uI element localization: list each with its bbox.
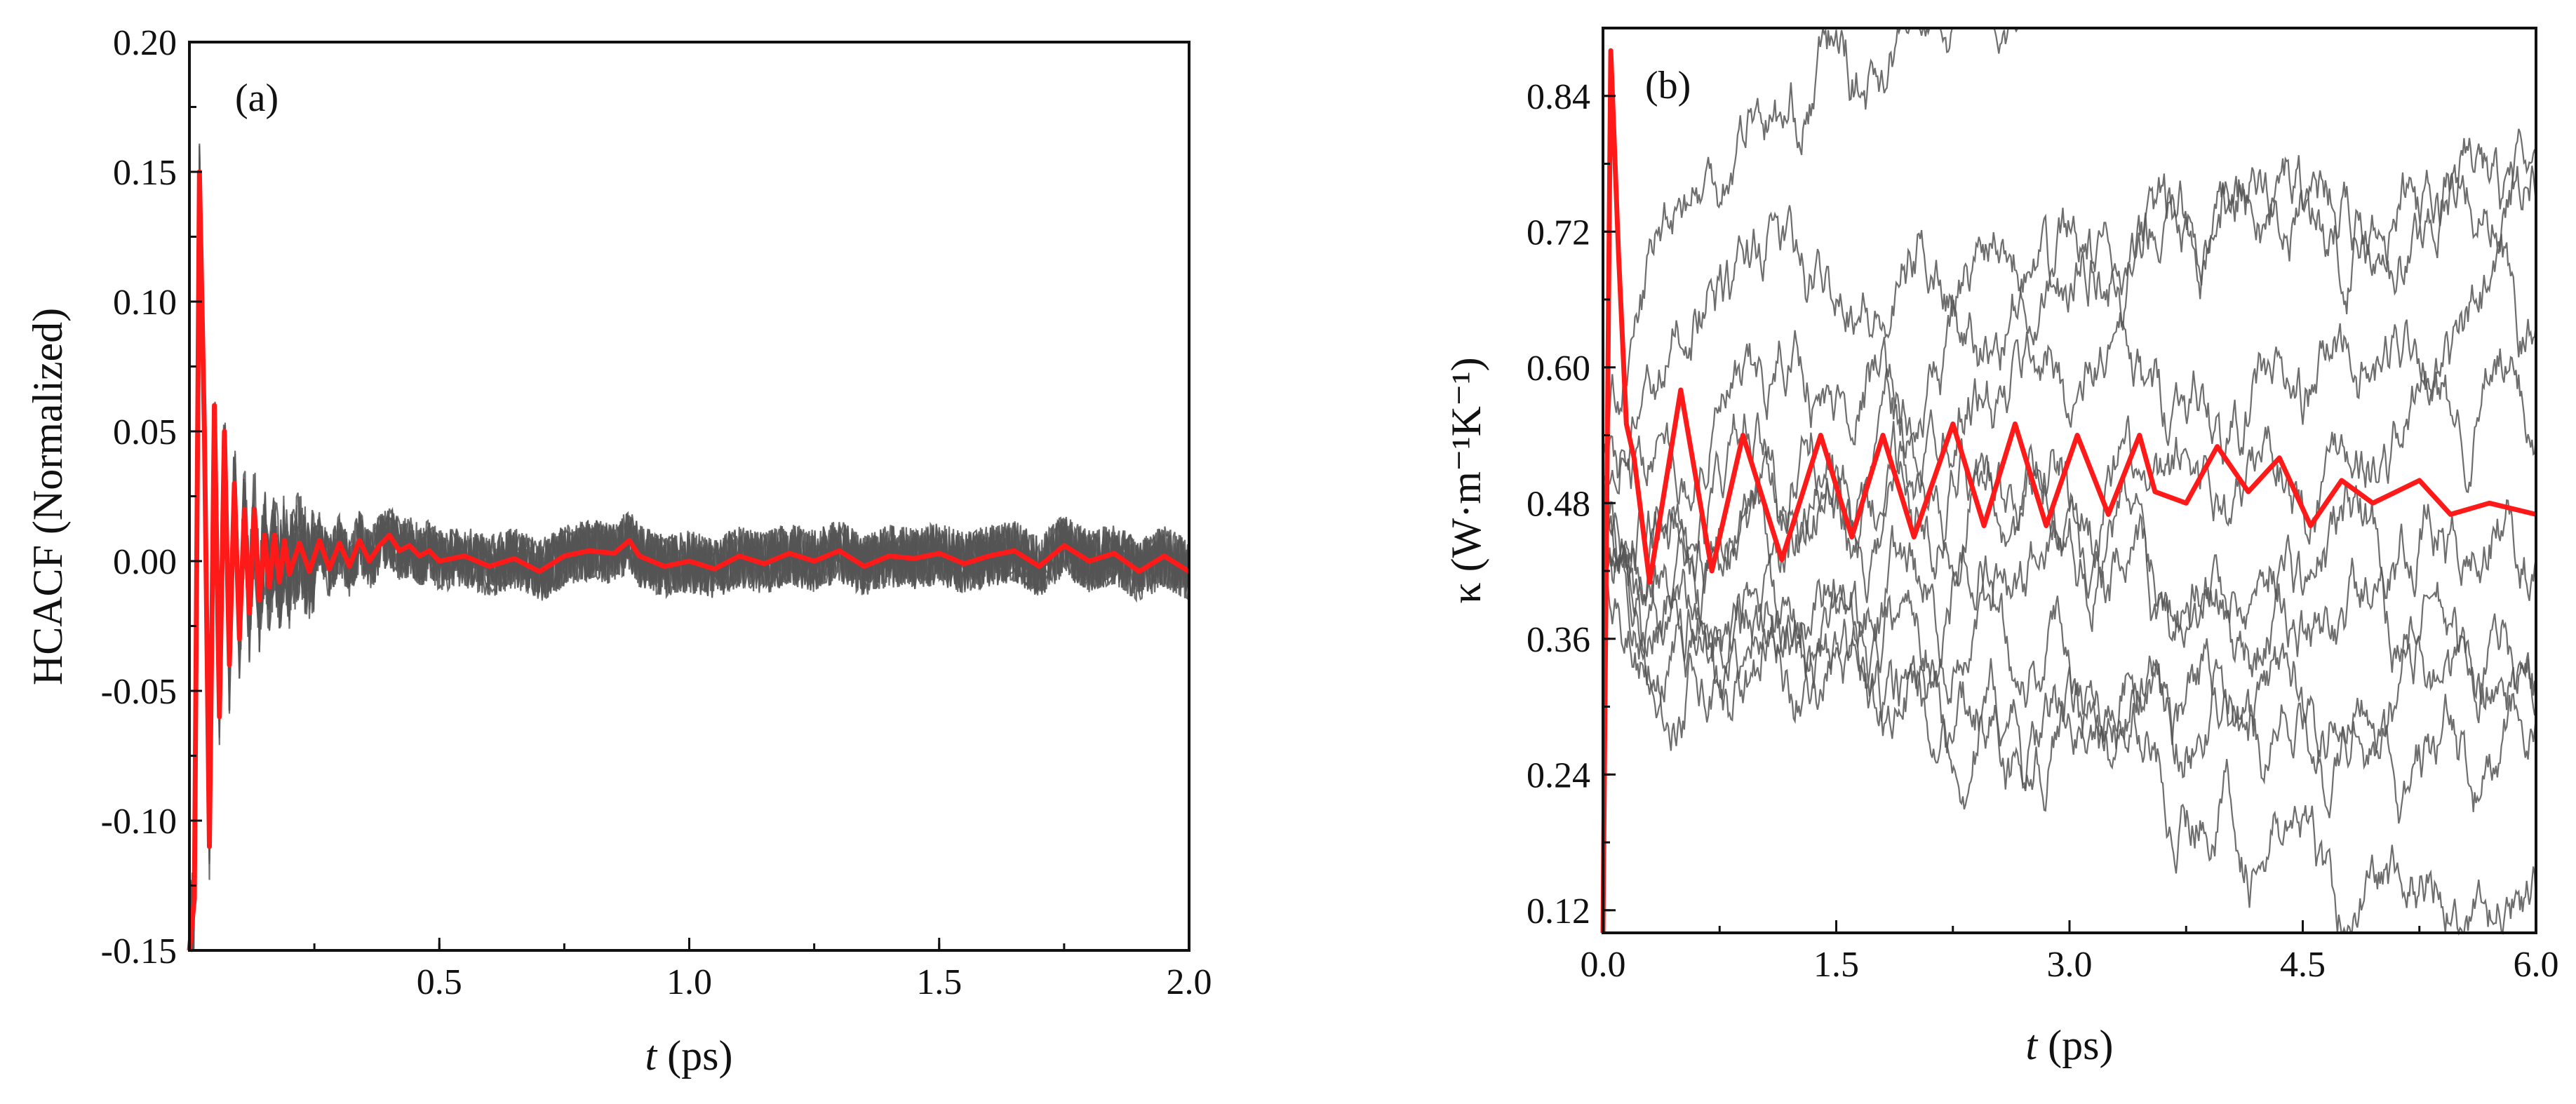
panel-b-ticks: 0.0 1.5 3.0 4.5 6.0 0.12 0.24 0.36 0.48 0.60 0.72 0… [1527,27,2559,985]
sample-run-line [1602,128,2537,507]
panel-a-ylabel: HCACF (Normalized) [25,308,71,685]
panel-a-ytick-label: -0.15 [101,931,177,971]
panel-a-ytick-label: 0.20 [113,23,177,63]
panel-a-xlabel-unit: (ps) [657,1032,732,1079]
panel-b-ytick-label: 0.48 [1527,484,1590,524]
panel-b-xtick-label: 3.0 [2047,945,2093,985]
sample-run-line [1602,500,2537,774]
panel-b-xtick-label: 4.5 [2280,945,2326,985]
panel-b-ytick-label: 0.84 [1527,77,1590,117]
panel-b-ylabel: κ (W·m⁻¹K⁻¹) [1443,357,1489,603]
panel-a-xtick-label: 1.5 [916,962,962,1002]
sample-run-line [1602,541,2537,824]
panel-b-xlabel-unit: (ps) [2037,1022,2113,1068]
panel-a-ytick-label: 0.05 [113,412,177,452]
panel-b-xlabel-symbol: t [2026,1022,2039,1068]
sample-run-line [1602,569,2537,936]
panel-b-ytick-label: 0.36 [1527,620,1590,660]
panel-a-xtick-label: 2.0 [1167,962,1212,1002]
panel-b-xtick-label: 0.0 [1581,945,1626,985]
panel-b-ytick-label: 0.60 [1527,349,1590,389]
panel-a-plot-frame [188,41,1190,952]
panel-b-ytick-label: 0.12 [1527,891,1590,931]
panel-b-kappa-chart: 0.0 1.5 3.0 4.5 6.0 0.12 0.24 0.36 0.48 0.60 0.72 0… [1443,27,2559,1068]
panel-b-average-line [1600,48,2537,934]
sample-run-line [1602,421,2537,662]
panel-b-xtick-label: 6.0 [2514,945,2559,985]
panel-a-xlabel: t (ps) [645,1032,733,1079]
panel-b-sample-lines [1602,27,2537,936]
panel-a-ytick-label: -0.10 [101,802,177,842]
panel-a-ytick-label: -0.05 [101,672,177,712]
sample-run-line [1602,27,2536,458]
sample-run-line [1602,497,2537,724]
panel-a-ticks: 0.5 1.0 1.5 2.0 -0.15 -0.10 -0.05 0.00 0.05 0.10 0… [101,23,1212,1002]
panel-a-xtick-label: 0.5 [417,962,462,1002]
panel-b-label: (b) [1645,64,1691,107]
sample-run-line [1602,137,2537,511]
panel-a-average-line [187,169,1190,951]
sample-run-line [1602,234,2537,572]
panel-a-ytick-label: 0.15 [113,153,177,193]
panel-b-xlabel: t (ps) [2026,1022,2114,1068]
panel-a-ytick-label: 0.00 [113,542,177,582]
panel-a-xlabel-symbol: t [645,1032,658,1079]
panel-b-xtick-label: 1.5 [1813,945,1859,985]
panel-a-xtick-label: 1.0 [666,962,712,1002]
panel-a-label: (a) [235,76,279,120]
panel-a-hcacf-chart: 0.5 1.0 1.5 2.0 -0.15 -0.10 -0.05 0.00 0.05 0.10 0… [25,23,1212,1079]
panel-b-ytick-label: 0.24 [1527,755,1590,795]
panel-a-ytick-label: 0.10 [113,283,177,323]
panel-b-ytick-label: 0.72 [1527,213,1590,253]
